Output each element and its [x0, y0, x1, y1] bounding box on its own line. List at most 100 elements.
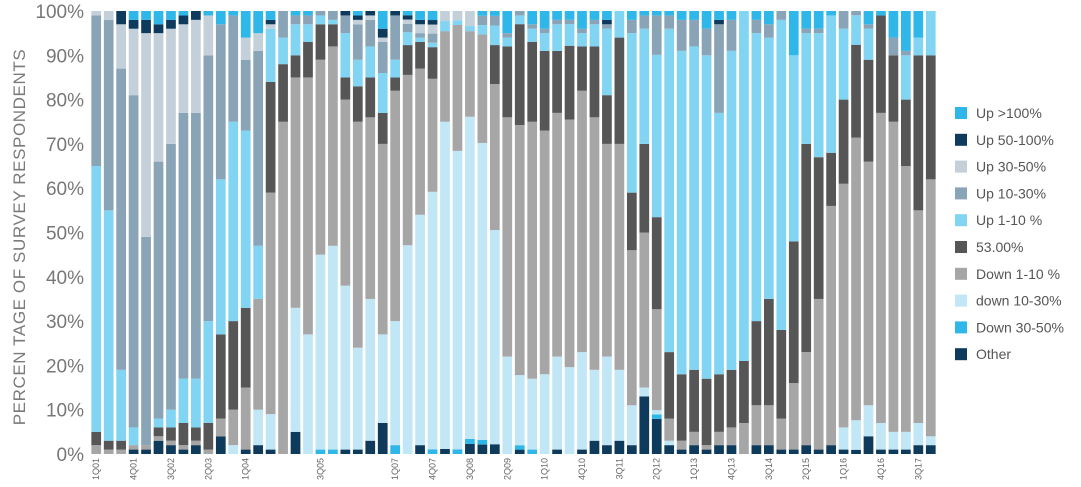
bar-segment [901, 449, 911, 454]
bar-segment [489, 45, 500, 85]
bar-segment [626, 405, 637, 446]
bar-segment [402, 245, 413, 454]
bar-segment [166, 445, 176, 454]
bar-segment [141, 449, 151, 454]
bar-segment [863, 161, 874, 406]
bar-segment [651, 15, 662, 55]
bar-segment [614, 143, 625, 370]
bar-segment [128, 11, 139, 20]
legend-swatch [955, 214, 967, 227]
bar-segment [527, 24, 538, 29]
bar-segment [365, 117, 376, 299]
bar-segment [352, 15, 363, 20]
bar-segment [116, 440, 126, 450]
bar-segment [153, 11, 164, 25]
bar-segment [315, 11, 326, 16]
bar-segment [203, 11, 214, 16]
y-tick-label: 10% [46, 401, 84, 422]
bar-segment [427, 33, 438, 43]
bar-segment [689, 11, 699, 20]
bar-segment [203, 55, 214, 322]
bar-segment [527, 449, 538, 454]
bar-segment [427, 47, 438, 79]
bar-segment [726, 427, 737, 446]
bar-segment [514, 449, 525, 454]
legend-item: Up >100% [955, 105, 1042, 121]
bar-segment [352, 11, 363, 16]
bar-segment [390, 90, 401, 322]
bar-segment [265, 414, 276, 450]
bar-segment [141, 33, 151, 237]
bar-segment [215, 24, 226, 180]
legend: Up >100% Up 50-100% Up 30-50% Up 10-30% Up 1… [955, 105, 1064, 362]
bar-segment [240, 37, 251, 60]
bar-segment [901, 50, 911, 56]
bar-segment [863, 405, 874, 437]
bar-segment [452, 24, 463, 151]
bar-segment [278, 121, 288, 454]
bar-segment [863, 28, 874, 60]
bar-segment [651, 410, 662, 415]
bar-segment [527, 11, 538, 25]
bar-segment [440, 11, 450, 22]
bar-segment [925, 436, 936, 446]
bar-segment [427, 20, 438, 25]
bar-segment [664, 15, 675, 29]
bar-segment [465, 438, 475, 444]
bar-segment [577, 90, 587, 353]
x-tick-label: 1Q07 [390, 458, 400, 480]
bar-segment [639, 387, 650, 397]
legend-label: Up 10-30% [976, 185, 1046, 201]
bar-segment [788, 241, 799, 384]
bar-segment [166, 11, 176, 20]
bar-segment [888, 37, 899, 56]
bar-segment [377, 143, 388, 335]
bar-segment [851, 11, 861, 16]
bar-segment [701, 445, 712, 450]
bar-segment [602, 445, 612, 454]
bar-segment [813, 33, 824, 158]
bar-segment [701, 28, 712, 56]
bar-segment [303, 24, 313, 43]
bar-segment [739, 422, 749, 454]
bar-segment [166, 440, 176, 446]
bar-segment [913, 55, 924, 211]
bar-segment [328, 46, 338, 246]
bar-segment [589, 19, 600, 25]
bar-segment [278, 64, 288, 122]
bar-segment [203, 422, 214, 450]
bar-segment [340, 15, 351, 34]
bar-segment [153, 33, 164, 162]
bar-segment [602, 11, 612, 20]
bar-segment [203, 321, 214, 423]
bar-segment [215, 11, 226, 25]
bar-segment [352, 121, 363, 348]
bar-segment [377, 37, 388, 43]
bar-segment [253, 50, 264, 246]
bar-segment [527, 378, 538, 450]
bar-segment [838, 427, 849, 450]
bar-segment [228, 321, 239, 410]
bar-segment [352, 347, 363, 450]
bar-segment [153, 440, 164, 454]
y-tick-label: 60% [46, 179, 84, 200]
bar-segment [514, 24, 525, 126]
bar-segment [178, 422, 189, 446]
bar-segment [838, 99, 849, 184]
bar-segment [128, 28, 139, 96]
bar-segment [651, 11, 662, 16]
bar-segment [602, 19, 612, 25]
bar-segment [577, 33, 587, 47]
x-tick-label: 1Q13 [689, 458, 699, 480]
bar-segment [851, 420, 861, 450]
bar-segment [415, 37, 425, 43]
legend-item: Down 30-50% [955, 319, 1064, 335]
bar-segment [751, 321, 762, 406]
bar-segment [103, 210, 114, 441]
bar-segment [166, 19, 176, 29]
bar-segment [91, 431, 102, 446]
bar-segment [240, 59, 251, 131]
bar-segment [116, 24, 126, 69]
bar-segment [128, 95, 139, 428]
